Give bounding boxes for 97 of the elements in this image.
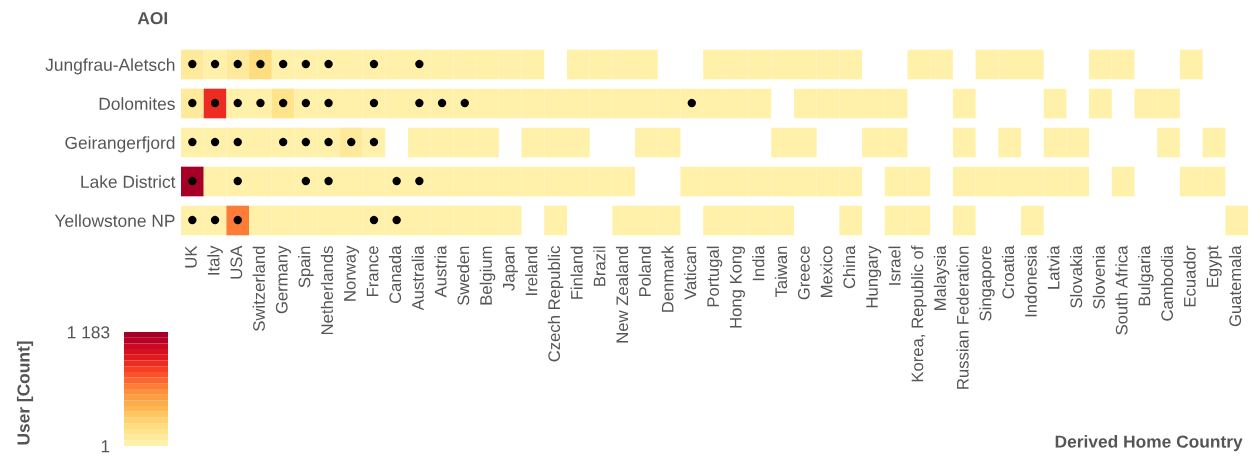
data-label: ● xyxy=(369,98,379,108)
data-label: ● xyxy=(301,59,311,69)
x-tick-label: Guatemala xyxy=(1228,245,1242,327)
data-label: ● xyxy=(324,59,333,69)
data-label: ● xyxy=(369,215,379,225)
data-label: ● xyxy=(347,137,356,147)
data-label: ● xyxy=(369,137,379,147)
x-tick-label: Germany xyxy=(275,245,291,314)
x-tick-label: Portugal xyxy=(706,246,723,307)
data-label: ● xyxy=(324,176,333,186)
y-tick-label: Geirangerfjord xyxy=(65,136,175,153)
x-tick-label: Italy xyxy=(207,245,223,275)
data-label: ● xyxy=(233,215,242,225)
data-label: ● xyxy=(415,59,424,69)
x-tick-label: Singapore xyxy=(979,246,995,321)
data-label: ● xyxy=(415,176,424,186)
data-label: ● xyxy=(324,98,333,108)
color-bar-label: 1 183 xyxy=(67,326,110,339)
color-bar-title: User [Count] xyxy=(16,341,34,445)
data-label: ● xyxy=(233,98,242,108)
data-label: ● xyxy=(210,215,220,225)
data-label: ● xyxy=(210,98,220,108)
x-tick-label: Cambodia xyxy=(1160,245,1174,321)
data-label: ● xyxy=(301,176,311,186)
x-tick-label: Slovakia xyxy=(1069,245,1083,308)
data-label: ● xyxy=(369,59,379,69)
x-tick-label: India xyxy=(752,245,765,281)
x-tick-label: Ecuador xyxy=(1183,245,1196,307)
data-label: ● xyxy=(210,59,220,69)
x-tick-label: Czech Republic xyxy=(547,245,564,362)
y-tick-label: Yellowstone NP xyxy=(54,214,175,227)
y-tick-label: Lake District xyxy=(81,175,176,188)
color-bar-label: 1 xyxy=(101,440,110,453)
data-label: ● xyxy=(233,176,242,186)
x-tick-label: Egypt xyxy=(1206,245,1222,287)
x-tick-label: Norway xyxy=(344,245,360,301)
y-axis-title: AOI xyxy=(137,12,168,25)
data-label: ● xyxy=(301,98,311,108)
data-label: ● xyxy=(460,98,469,108)
data-label: ● xyxy=(392,215,401,225)
x-tick-label: Finland xyxy=(570,246,583,299)
data-label: ● xyxy=(278,98,288,108)
x-tick-label: Mexico xyxy=(820,246,833,297)
x-tick-label: Spain xyxy=(298,246,314,288)
x-tick-label: Indonesia xyxy=(1024,245,1037,317)
x-tick-label: UK xyxy=(185,245,197,268)
y-tick-label: Jungfrau-Aletsch xyxy=(45,58,175,75)
x-tick-label: Netherlands xyxy=(320,246,334,335)
x-tick-label: Hong Kong xyxy=(730,246,745,328)
data-label: ● xyxy=(256,59,265,69)
data-label: ● xyxy=(233,59,242,69)
x-tick-label: Ireland xyxy=(525,246,538,295)
x-tick-label: Australia xyxy=(411,245,424,311)
x-tick-label: Slovenia xyxy=(1092,245,1105,309)
x-tick-label: Russian Federation xyxy=(956,246,969,389)
x-tick-label: Israel xyxy=(888,246,901,285)
x-tick-label: Denmark xyxy=(661,245,674,312)
data-label: ● xyxy=(188,176,197,186)
x-tick-label: Latvia xyxy=(1047,245,1060,289)
data-label: ● xyxy=(188,98,197,108)
data-label: ● xyxy=(278,137,288,147)
data-label: ● xyxy=(278,59,288,69)
x-tick-label: USA xyxy=(230,245,243,279)
data-label: ● xyxy=(210,137,220,147)
x-tick-label: Canada xyxy=(388,245,402,304)
x-tick-label: China xyxy=(842,245,856,289)
data-label: ● xyxy=(415,98,424,108)
x-tick-label: Brazil xyxy=(593,246,606,286)
x-tick-label: Switzerland xyxy=(252,246,265,331)
data-label: ● xyxy=(188,59,197,69)
x-axis-title: Derived Home Country xyxy=(1055,435,1243,452)
x-tick-label: Japan xyxy=(503,246,518,291)
x-tick-label: New Zealand xyxy=(615,246,629,343)
x-tick-label: Bulgaria xyxy=(1138,245,1154,306)
x-tick-label: Croatia xyxy=(1001,245,1015,299)
data-label: ● xyxy=(324,137,333,147)
y-tick-label: Dolomites xyxy=(99,97,175,110)
data-label: ● xyxy=(188,215,197,225)
x-tick-label: Korea, Republic of xyxy=(911,245,927,382)
x-tick-label: Austria xyxy=(434,245,447,298)
data-label: ● xyxy=(392,176,401,186)
x-tick-label: Greece xyxy=(797,246,810,300)
x-tick-label: Malaysia xyxy=(933,245,950,310)
data-label: ● xyxy=(233,137,242,147)
x-tick-label: South Africa xyxy=(1115,245,1128,335)
x-tick-label: France xyxy=(366,246,379,297)
data-label: ● xyxy=(687,98,696,108)
x-tick-label: Taiwan xyxy=(774,246,788,298)
data-label: ● xyxy=(437,98,447,108)
x-tick-label: Sweden xyxy=(457,246,470,306)
data-label: ● xyxy=(256,98,265,108)
x-tick-label: Hungary xyxy=(866,245,882,308)
x-tick-label: Vatican xyxy=(684,246,697,300)
data-label: ● xyxy=(301,137,311,147)
x-tick-label: Poland xyxy=(638,246,651,297)
x-tick-label: Belgium xyxy=(479,246,496,305)
data-label: ● xyxy=(188,137,197,147)
